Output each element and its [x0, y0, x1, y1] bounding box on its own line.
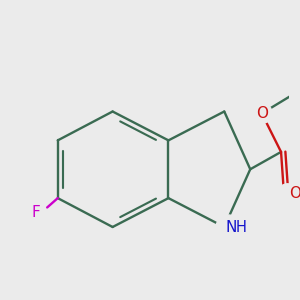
- Text: H: H: [236, 220, 247, 235]
- Text: N: N: [225, 220, 237, 235]
- Text: F: F: [32, 205, 40, 220]
- Text: O: O: [256, 106, 268, 121]
- Text: O: O: [289, 186, 300, 201]
